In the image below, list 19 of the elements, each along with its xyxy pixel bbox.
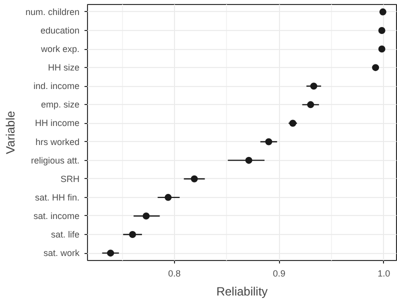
y-tick-label: SRH [60,174,80,184]
y-tick-label: HH income [34,118,80,128]
y-tick-label: hrs worked [35,136,80,147]
y-tick-label: num. children [25,6,80,17]
y-axis-title: Variable [3,110,18,154]
x-axis-title: Reliability [216,284,268,298]
y-tick-label: ind. income [33,81,80,92]
y-tick-label: HH size [48,62,80,73]
y-tick-label: sat. life [50,230,80,240]
y-tick-label: education [40,25,80,36]
x-tick-label: 0.9 [272,268,286,278]
y-tick-label: religious att. [30,155,80,166]
y-tick-label: emp. size [40,100,80,110]
x-tick-label: 1.0 [378,268,390,278]
y-tick-label: sat. work [43,248,80,258]
y-tick-label: work exp. [40,44,80,54]
y-tick-label: sat. income [33,210,80,221]
y-tick-label: sat. HH fin. [34,192,80,202]
x-tick-label: 0.8 [168,268,181,278]
